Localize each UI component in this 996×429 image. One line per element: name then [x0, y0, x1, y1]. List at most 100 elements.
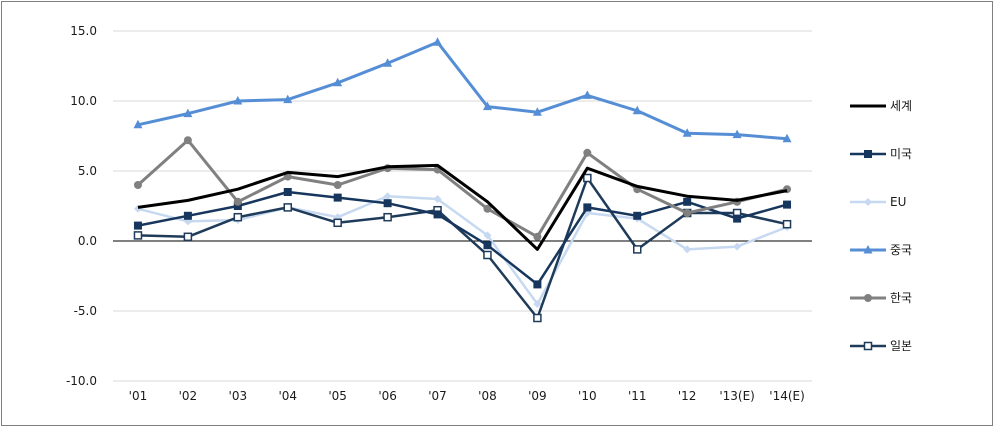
gridlines	[113, 30, 812, 382]
series-5-point	[133, 231, 143, 240]
series-1	[133, 188, 792, 289]
series-5-point	[533, 313, 542, 323]
series-3-point	[183, 108, 193, 118]
legend-item: EU	[850, 195, 906, 209]
series-5	[133, 173, 792, 323]
legend-item: 세계	[850, 99, 912, 113]
series-1-point	[333, 193, 342, 202]
y-tick-label: -10.0	[66, 374, 97, 388]
series-3-point	[732, 129, 742, 139]
x-tick-label: '05	[328, 389, 347, 403]
series-5-line	[137, 176, 788, 320]
series-5-point	[383, 212, 392, 222]
x-tick-label: '04	[278, 389, 297, 403]
legend-label: EU	[890, 195, 906, 209]
legend-label: 세계	[890, 99, 912, 113]
series-4-point	[333, 181, 342, 189]
series-5-point	[233, 212, 243, 222]
series-4	[133, 136, 792, 241]
x-tick-label: '10	[578, 389, 597, 403]
x-axis-ticks: '01 '02 '03 '04 '05 '06 '07 '08 '09 '10 '11 '12 '13(…	[129, 389, 805, 403]
series-1-point	[183, 211, 192, 220]
series-2-point	[683, 245, 692, 254]
legend-2-point	[864, 198, 872, 206]
y-tick-label: 5.0	[78, 164, 97, 178]
series-0-line	[137, 163, 788, 251]
series-4-point	[683, 209, 692, 217]
legend-item: 중국	[850, 243, 912, 257]
series-1-point	[383, 199, 392, 208]
x-tick-label: '14(E)	[769, 389, 805, 403]
series-2-line	[137, 194, 788, 306]
series-4-point	[233, 197, 242, 206]
series-5-point	[583, 173, 592, 183]
legend-label: 일본	[890, 339, 912, 353]
series-2-point	[533, 300, 542, 308]
series-1-point	[533, 280, 542, 289]
series-3-point	[133, 119, 143, 129]
series-2-point	[383, 192, 392, 201]
series-5-point	[283, 203, 292, 212]
y-tick-label: 0.0	[78, 234, 97, 248]
series-5-point	[782, 219, 792, 229]
series-4-point	[483, 204, 492, 213]
series-1-point	[683, 197, 692, 206]
legend-item: 미국	[850, 147, 912, 161]
series-3-point	[433, 37, 443, 46]
series-3-line	[137, 40, 788, 141]
legend-item: 한국	[850, 291, 912, 305]
x-tick-label: '08	[478, 389, 497, 403]
series-3-point	[632, 105, 642, 115]
series-3-point	[682, 128, 692, 137]
x-tick-label: '03	[229, 389, 248, 403]
y-tick-label: 15.0	[70, 24, 97, 38]
series-2-point	[433, 195, 442, 203]
series-group	[133, 37, 792, 323]
series-1-point	[433, 210, 442, 219]
legend-5-point	[863, 341, 873, 351]
series-4-point	[183, 136, 192, 145]
series-1-point	[283, 188, 292, 196]
series-3-point	[383, 58, 393, 67]
series-1-point	[633, 211, 642, 220]
x-tick-label: '06	[378, 389, 397, 403]
legend-4-point	[864, 294, 872, 302]
series-0	[137, 163, 788, 251]
series-3-point	[582, 90, 592, 99]
series-3-point	[482, 101, 492, 111]
series-4-point	[133, 181, 142, 189]
x-tick-label: '12	[678, 389, 697, 403]
legend-3-point	[863, 245, 873, 254]
series-5-point	[183, 232, 193, 242]
y-tick-label: 10.0	[70, 94, 97, 108]
series-3-point	[532, 107, 542, 116]
series-1-line	[137, 190, 788, 286]
x-tick-label: '02	[179, 389, 198, 403]
series-3	[133, 37, 792, 143]
series-4-line	[136, 138, 788, 239]
series-1-point	[583, 203, 592, 212]
series-5-point	[633, 245, 642, 254]
x-tick-label: '13(E)	[719, 389, 755, 403]
x-tick-label: '11	[628, 389, 647, 403]
series-2	[133, 192, 792, 308]
x-tick-label: '07	[428, 389, 447, 403]
series-3-point	[283, 94, 293, 104]
series-3-point	[782, 133, 792, 143]
series-1-point	[233, 202, 242, 210]
series-1-point	[483, 241, 492, 250]
series-2-point	[733, 242, 742, 251]
series-5-point	[483, 250, 492, 260]
series-2-point	[483, 231, 492, 240]
x-tick-label: '09	[528, 389, 547, 403]
series-1-point	[783, 200, 792, 209]
x-tick-label: '01	[129, 389, 148, 403]
series-3-point	[333, 77, 343, 87]
legend-label: 한국	[890, 291, 912, 305]
series-4-point	[583, 148, 592, 157]
y-axis-ticks: 15.0 10.0 5.0 0.0 -5.0 -10.0	[66, 24, 97, 388]
series-4-point	[533, 232, 542, 241]
legend-label: 미국	[890, 147, 912, 161]
